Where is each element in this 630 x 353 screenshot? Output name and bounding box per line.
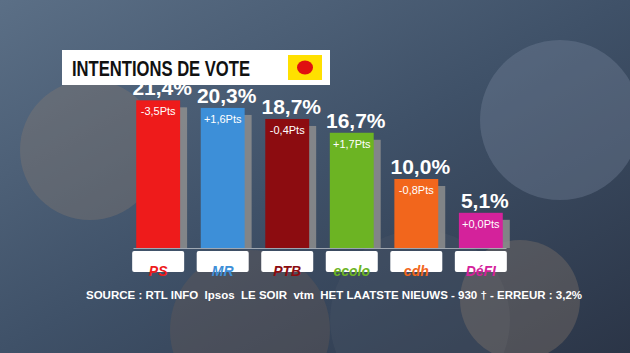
flag xyxy=(288,55,322,80)
change-label: -0,4Pts xyxy=(270,124,305,136)
bar xyxy=(459,213,503,248)
data-label: 10,0% xyxy=(391,155,451,178)
tick-label: ecolo xyxy=(333,263,370,279)
bar xyxy=(394,179,438,248)
data-label: 16,7% xyxy=(326,109,386,132)
tick: DéFI xyxy=(466,248,497,279)
data-label: 18,7% xyxy=(261,95,321,118)
tick: PTB xyxy=(273,248,301,279)
source: SOURCE : RTL INFO Ipsos LE SOIR vtm HET … xyxy=(86,289,582,301)
title-banner xyxy=(62,50,330,85)
x-axis: PS MR PTB ecolo cdh DéFI xyxy=(134,248,507,279)
flag-rooster xyxy=(297,61,313,75)
change-label: +1,6Pts xyxy=(204,113,242,125)
bar xyxy=(201,108,245,248)
tick-label: DéFI xyxy=(466,263,497,279)
data-label: 20,3% xyxy=(197,84,257,107)
tick: cdh xyxy=(404,248,429,279)
tick: MR xyxy=(212,248,235,279)
bars xyxy=(136,100,510,248)
tick: PS xyxy=(149,248,168,279)
bar xyxy=(265,119,309,248)
tick-label: PTB xyxy=(273,263,301,279)
tick: ecolo xyxy=(333,248,370,279)
axis-line xyxy=(134,248,507,249)
background-blur xyxy=(170,250,330,353)
change-label: +0,0Pts xyxy=(462,218,500,230)
chart: INTENTIONS DE VOTE21,4%20,3%18,7%16,7%10… xyxy=(0,0,630,353)
change-label: +1,7Pts xyxy=(333,138,371,150)
data-label: 5,1% xyxy=(461,189,509,212)
change-label: -3,5Pts xyxy=(141,105,176,117)
change-label: -0,8Pts xyxy=(399,184,434,196)
tick-label: cdh xyxy=(404,263,429,279)
tick-label: PS xyxy=(149,263,168,279)
bar xyxy=(136,100,180,248)
background-blur xyxy=(480,40,630,200)
data-label: 21,4% xyxy=(132,76,192,99)
tick-label: MR xyxy=(212,263,235,279)
bar xyxy=(330,133,374,248)
